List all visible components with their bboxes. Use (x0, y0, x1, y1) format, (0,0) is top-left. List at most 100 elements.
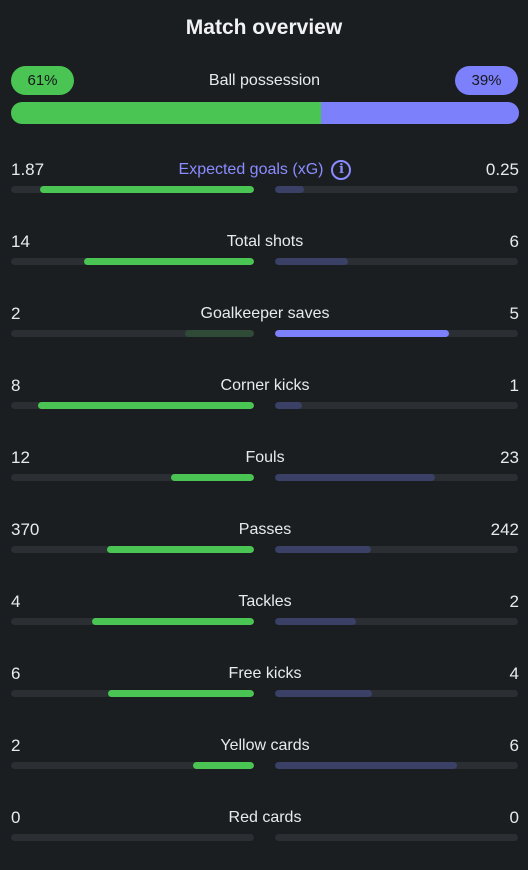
stat-row: 0 Red cards 0 (11, 807, 519, 857)
stat-label: Tackles (238, 593, 292, 610)
stat-row: 8 Corner kicks 1 (11, 375, 519, 425)
home-bar-fill (40, 186, 254, 193)
stat-label-group: Fouls (245, 447, 284, 469)
stat-label-row: Passes (11, 519, 519, 541)
stat-label-group: Corner kicks (221, 375, 310, 397)
away-value: 242 (490, 520, 519, 539)
stat-label-group: Passes (239, 519, 291, 541)
away-bar-fill (275, 474, 435, 481)
away-value: 1 (509, 376, 519, 395)
possession-header: 61% Ball possession 39% (11, 66, 518, 95)
home-bar-track (11, 762, 254, 769)
match-overview-title: Match overview (185, 16, 343, 39)
away-value: 6 (509, 232, 519, 251)
home-bar-fill (38, 402, 254, 409)
stat-label-group: Free kicks (229, 663, 302, 685)
home-value: 0 (11, 808, 21, 827)
stat-label-row: Tackles (11, 591, 519, 613)
away-value: 0.25 (485, 160, 519, 179)
stat-row: 2 Yellow cards 6 (11, 735, 519, 785)
away-bar-track (275, 402, 518, 409)
stat-label-group[interactable]: Expected goals (xG) i (179, 159, 352, 181)
away-bar-track (275, 474, 518, 481)
stat-row: 12 Fouls 23 (11, 447, 519, 497)
stat-label: Passes (238, 521, 292, 538)
stat-label: Corner kicks (220, 377, 310, 394)
home-value: 370 (11, 520, 40, 539)
away-bar-fill (275, 186, 304, 193)
stat-label-group: Goalkeeper saves (201, 303, 330, 325)
home-bar-fill (107, 546, 254, 553)
away-value: 6 (509, 736, 519, 755)
home-value: 4 (11, 592, 21, 611)
possession-bar (11, 102, 519, 124)
away-bar-track (275, 258, 518, 265)
stat-row: 2 Goalkeeper saves 5 (11, 303, 519, 353)
away-bar-fill (275, 618, 356, 625)
possession-label: Ball possession (208, 72, 321, 89)
possession-bar-home (11, 102, 321, 124)
away-bar-track (275, 330, 518, 337)
stat-label: Red cards (228, 809, 302, 826)
away-bar-track (275, 186, 518, 193)
away-bar-fill (275, 258, 348, 265)
away-bar-track (275, 762, 518, 769)
stat-label: Expected goals (xG) (178, 161, 324, 178)
stat-label: Total shots (226, 233, 304, 250)
away-value: 0 (509, 808, 519, 827)
stat-row: 370 Passes 242 (11, 519, 519, 569)
away-bar-track (275, 546, 518, 553)
away-bar-fill (275, 762, 457, 769)
stat-label-group: Tackles (238, 591, 291, 613)
stat-label: Goalkeeper saves (200, 305, 330, 322)
home-bar-track (11, 618, 254, 625)
home-value: 14 (11, 232, 30, 251)
home-value: 6 (11, 664, 21, 683)
home-bar-track (11, 186, 254, 193)
possession-bar-away (320, 102, 519, 124)
home-value: 1.87 (11, 160, 45, 179)
away-value: 4 (509, 664, 519, 683)
stat-row: 6 Free kicks 4 (11, 663, 519, 713)
away-value: 23 (500, 448, 519, 467)
stat-label-group: Total shots (227, 231, 303, 253)
stat-label-row: Red cards (11, 807, 519, 829)
stat-label-row: Corner kicks (11, 375, 519, 397)
away-bar-fill (275, 330, 449, 337)
home-bar-track (11, 834, 254, 841)
home-bar-track (11, 690, 254, 697)
stat-label: Free kicks (228, 665, 302, 682)
away-bar-fill (275, 690, 372, 697)
stat-label-group: Yellow cards (220, 735, 309, 757)
stat-label: Fouls (245, 449, 285, 466)
stat-label-row: Free kicks (11, 663, 519, 685)
stat-label-row: Goalkeeper saves (11, 303, 519, 325)
home-bar-fill (185, 330, 254, 337)
away-bar-track (275, 618, 518, 625)
home-bar-fill (84, 258, 254, 265)
stat-row: 1.87 Expected goals (xG) i 0.25 (11, 159, 519, 209)
away-bar-track (275, 690, 518, 697)
away-bar-fill (275, 546, 371, 553)
away-bar-track (275, 834, 518, 841)
away-value: 5 (509, 304, 519, 323)
home-bar-fill (92, 618, 254, 625)
stat-label-group: Red cards (229, 807, 302, 829)
home-bar-fill (171, 474, 254, 481)
home-bar-track (11, 546, 254, 553)
stat-label-row: Expected goals (xG) i (11, 159, 519, 181)
home-value: 2 (11, 304, 21, 323)
home-bar-fill (108, 690, 254, 697)
stat-row: 4 Tackles 2 (11, 591, 519, 641)
home-value: 12 (11, 448, 30, 467)
home-bar-fill (193, 762, 254, 769)
stat-row: 14 Total shots 6 (11, 231, 519, 281)
stat-label-row: Fouls (11, 447, 519, 469)
stat-label: Yellow cards (220, 737, 310, 754)
home-possession-badge: 61% (11, 66, 74, 95)
home-value: 2 (11, 736, 21, 755)
home-value: 8 (11, 376, 21, 395)
info-icon[interactable]: i (331, 160, 352, 180)
stat-label-row: Total shots (11, 231, 519, 253)
home-bar-track (11, 402, 254, 409)
